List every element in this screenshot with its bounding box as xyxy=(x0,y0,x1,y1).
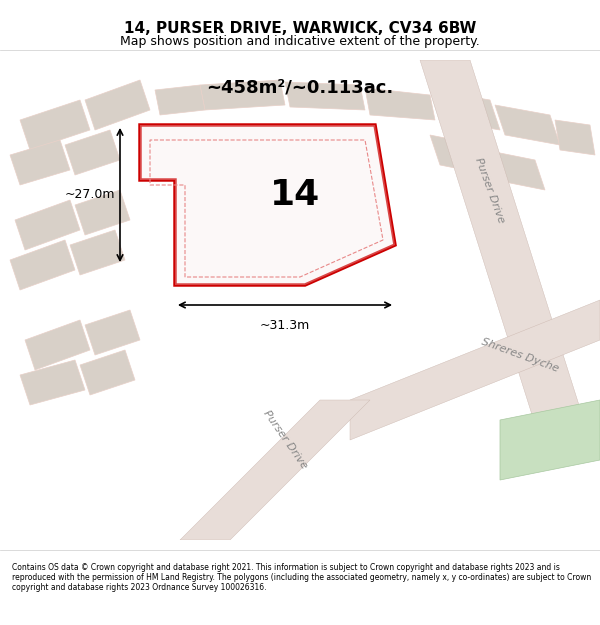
Text: Contains OS data © Crown copyright and database right 2021. This information is : Contains OS data © Crown copyright and d… xyxy=(12,562,591,592)
Polygon shape xyxy=(75,190,130,235)
Polygon shape xyxy=(80,350,135,395)
Polygon shape xyxy=(65,130,120,175)
Polygon shape xyxy=(85,310,140,355)
Text: ~27.0m: ~27.0m xyxy=(65,189,115,201)
Polygon shape xyxy=(350,300,600,440)
Polygon shape xyxy=(180,400,370,540)
Text: Purser Drive: Purser Drive xyxy=(473,156,506,224)
Polygon shape xyxy=(485,150,545,190)
Text: ~31.3m: ~31.3m xyxy=(260,319,310,332)
Polygon shape xyxy=(10,140,70,185)
Polygon shape xyxy=(140,125,395,285)
Text: ~458m²/~0.113ac.: ~458m²/~0.113ac. xyxy=(206,79,394,97)
Text: Shreres Dyche: Shreres Dyche xyxy=(480,336,560,374)
Polygon shape xyxy=(25,320,90,370)
Text: 14: 14 xyxy=(270,178,320,212)
Polygon shape xyxy=(200,80,285,110)
Polygon shape xyxy=(155,85,205,115)
Polygon shape xyxy=(20,360,85,405)
Polygon shape xyxy=(285,82,365,110)
Polygon shape xyxy=(70,230,125,275)
Text: Purser Drive: Purser Drive xyxy=(261,409,309,471)
Polygon shape xyxy=(85,80,150,130)
Polygon shape xyxy=(365,88,435,120)
Polygon shape xyxy=(500,400,600,480)
Polygon shape xyxy=(555,120,595,155)
Polygon shape xyxy=(495,105,560,145)
Polygon shape xyxy=(420,60,590,440)
Text: 14, PURSER DRIVE, WARWICK, CV34 6BW: 14, PURSER DRIVE, WARWICK, CV34 6BW xyxy=(124,21,476,36)
Text: Map shows position and indicative extent of the property.: Map shows position and indicative extent… xyxy=(120,36,480,48)
Polygon shape xyxy=(10,240,75,290)
Polygon shape xyxy=(15,200,80,250)
Polygon shape xyxy=(430,135,490,175)
Polygon shape xyxy=(20,100,90,150)
Polygon shape xyxy=(430,90,500,130)
